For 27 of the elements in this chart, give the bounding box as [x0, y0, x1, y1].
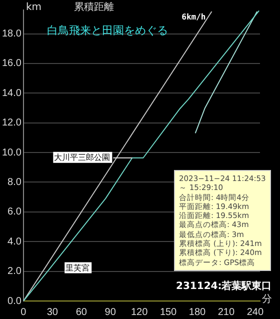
x-tick-label: 150 [160, 306, 178, 318]
x-tick-label: 180 [188, 306, 206, 318]
x-axis-title: 分 [262, 294, 272, 305]
x-tick-label: 210 [218, 306, 235, 318]
x-tick-label: 240 [246, 306, 264, 318]
x-tick-label: 60 [76, 306, 88, 318]
chart-title: 累積距離 [74, 2, 114, 13]
text: 白鳥飛来と田園をめぐる [47, 24, 168, 37]
y-tick-label: 14.0 [2, 88, 22, 99]
annotation: 里芙宮 [66, 263, 90, 272]
y-tick-label: 2.0 [8, 266, 22, 278]
y-tick-label: 0.0 [8, 296, 22, 307]
series-label: 6km/h [182, 12, 206, 22]
y-tick-label: 12.0 [2, 118, 22, 129]
y-tick-label: 8.0 [8, 176, 22, 188]
x-tick-label: 30 [46, 306, 58, 318]
y-tick-label: 6.0 [8, 206, 22, 218]
x-tick-label: 90 [104, 306, 116, 318]
x-tick-label: 120 [130, 306, 148, 318]
y-tick-label: 4.0 [8, 236, 22, 248]
y-tick-label: 18.0 [2, 28, 22, 40]
annotation: 231124:若葉駅東口 [176, 281, 272, 292]
y-axis-title: km [26, 2, 42, 13]
annotation: 大川平三郎公園 [54, 152, 110, 162]
y-tick-label: 16.0 [2, 58, 22, 70]
y-tick-label: 10.0 [2, 147, 22, 158]
x-tick-label: 0 [20, 306, 27, 318]
